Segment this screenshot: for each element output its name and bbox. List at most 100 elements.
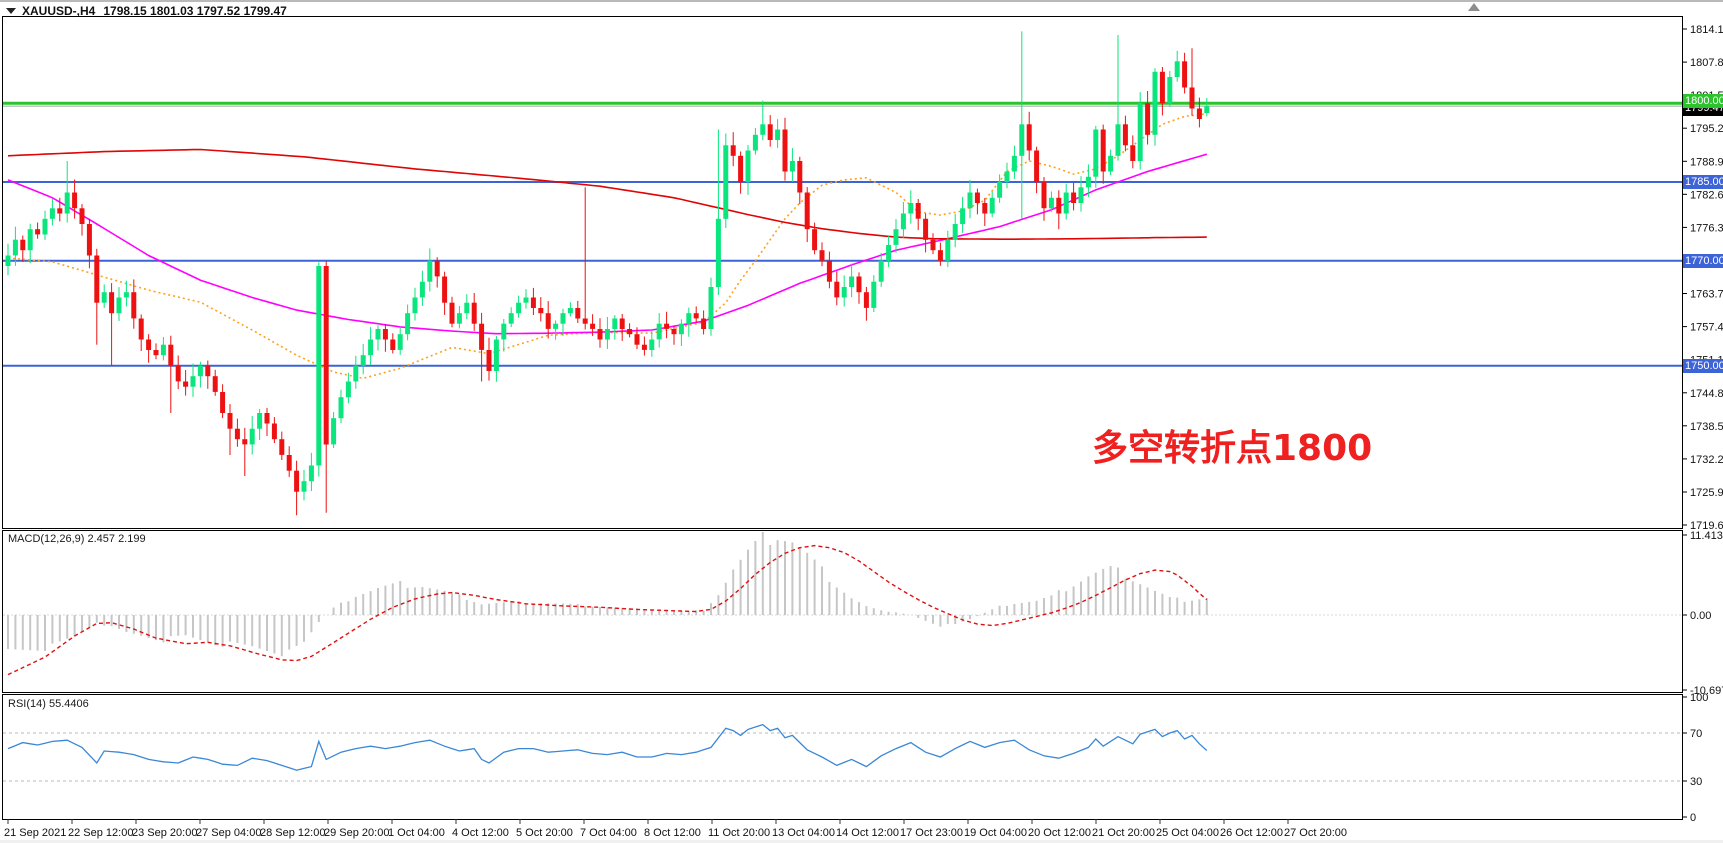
rsi-tick-label: 30: [1690, 776, 1702, 788]
candle-up: [908, 203, 914, 214]
candle-down: [1071, 192, 1077, 203]
candle-up: [989, 197, 995, 214]
price-tick-label: 1782.65: [1690, 189, 1723, 201]
candle-down: [923, 218, 929, 240]
candle-down: [242, 439, 248, 445]
window-top-border: [0, 0, 1723, 2]
candle-up: [1093, 129, 1099, 177]
candle-up: [745, 150, 751, 182]
candle-up: [316, 266, 322, 466]
candle-down: [782, 129, 788, 172]
time-tick-label[interactable]: 1 Oct 04:00: [388, 827, 445, 839]
candle-down: [1041, 182, 1047, 209]
time-tick-label[interactable]: 21 Oct 20:00: [1092, 827, 1155, 839]
candles-layer: [5, 31, 1210, 516]
candle-up: [160, 344, 166, 356]
candle-up: [101, 292, 107, 303]
time-tick-label[interactable]: 19 Oct 04:00: [964, 827, 1027, 839]
time-tick-label[interactable]: 8 Oct 12:00: [644, 827, 701, 839]
time-tick-label[interactable]: 7 Oct 04:00: [580, 827, 637, 839]
candle-down: [1159, 71, 1165, 104]
rsi-value: 55.4406: [48, 698, 89, 710]
candle-down: [1182, 61, 1188, 88]
candle-up: [723, 145, 729, 219]
price-tick-label: 1788.95: [1690, 156, 1723, 168]
macd-values: 2.457 2.199: [87, 533, 146, 545]
time-tick-label[interactable]: 23 Sep 20:00: [132, 827, 197, 839]
candle-up: [612, 318, 618, 329]
candle-down: [974, 192, 980, 203]
candle-down: [590, 323, 596, 329]
candle-down: [538, 308, 544, 314]
candle-up: [1004, 171, 1010, 182]
candle-up: [560, 313, 566, 324]
candle-down: [220, 392, 226, 413]
candle-up: [331, 418, 337, 445]
candle-down: [175, 365, 181, 382]
price-level-1750-badge: 1750.00: [1683, 359, 1723, 373]
candle-down: [767, 124, 773, 140]
time-tick-label[interactable]: 29 Sep 20:00: [324, 827, 389, 839]
candle-up: [493, 339, 499, 371]
candle-down: [693, 313, 699, 319]
price-level-1800-badge: 1800.00: [1683, 94, 1723, 108]
price-tick-label: 1776.35: [1690, 222, 1723, 234]
candle-up: [308, 465, 314, 482]
time-tick-label[interactable]: 17 Oct 23:00: [900, 827, 963, 839]
time-tick-label[interactable]: 21 Sep 2021: [4, 827, 66, 839]
candle-down: [72, 192, 78, 209]
candle-up: [878, 260, 884, 282]
price-tick-label: 1732.25: [1690, 454, 1723, 466]
candle-down: [286, 455, 292, 471]
time-tick-label[interactable]: 11 Oct 20:00: [708, 827, 770, 839]
chart-shift-marker-icon[interactable]: [1468, 3, 1480, 11]
time-tick-label[interactable]: 28 Sep 12:00: [260, 827, 325, 839]
candle-up: [464, 302, 470, 314]
candle-up: [1011, 155, 1017, 172]
candle-up: [553, 323, 559, 329]
candle-up: [64, 192, 70, 214]
candle-down: [86, 224, 92, 256]
symbol-timeframe-label: XAUUSD-,H4: [22, 4, 96, 18]
candle-down: [57, 208, 63, 214]
candle-up: [508, 313, 514, 324]
price-tick-label: 1738.55: [1690, 421, 1723, 433]
time-tick-label[interactable]: 13 Oct 04:00: [772, 827, 835, 839]
candle-down: [279, 439, 285, 455]
candle-up: [604, 329, 610, 340]
time-tick-label[interactable]: 5 Oct 20:00: [516, 827, 573, 839]
candle-down: [530, 297, 536, 308]
price-tick-label: 1744.85: [1690, 388, 1723, 400]
macd-pane-frame: [2, 530, 1683, 693]
rsi-layer: 100 70 30 0: [3, 692, 1708, 824]
candle-down: [479, 323, 485, 350]
candle-up: [1152, 71, 1158, 135]
time-tick-label[interactable]: 27 Sep 04:00: [196, 827, 261, 839]
price-tick-label: 1763.75: [1690, 289, 1723, 301]
time-tick-label[interactable]: 4 Oct 12:00: [452, 827, 509, 839]
candle-down: [271, 423, 277, 440]
symbol-dropdown-icon[interactable]: [6, 8, 16, 14]
window-bottom-border: [0, 840, 1723, 843]
time-tick-label[interactable]: 25 Oct 04:00: [1156, 827, 1219, 839]
time-tick-label[interactable]: 27 Oct 20:00: [1284, 827, 1347, 839]
ma-slow-line: [7, 148, 1207, 240]
candle-down: [1026, 124, 1032, 151]
candle-down: [819, 250, 825, 261]
price-tick-label: 1795.25: [1690, 123, 1723, 135]
time-tick-label[interactable]: 14 Oct 12:00: [836, 827, 899, 839]
candle-down: [634, 334, 640, 345]
candle-up: [686, 313, 692, 324]
time-tick-label[interactable]: 20 Oct 12:00: [1028, 827, 1091, 839]
price-level-1785-badge: 1785.00: [1683, 175, 1723, 189]
candle-up: [301, 481, 307, 492]
candle-down: [671, 329, 677, 335]
candle-down: [234, 428, 240, 440]
price-tick-label: 1719.65: [1690, 520, 1723, 532]
candle-up: [116, 297, 122, 314]
candle-up: [501, 323, 507, 340]
time-tick-label[interactable]: 22 Sep 12:00: [68, 827, 133, 839]
time-tick-label[interactable]: 26 Oct 12:00: [1220, 827, 1283, 839]
candle-down: [1056, 197, 1062, 214]
candle-up: [1108, 155, 1114, 172]
